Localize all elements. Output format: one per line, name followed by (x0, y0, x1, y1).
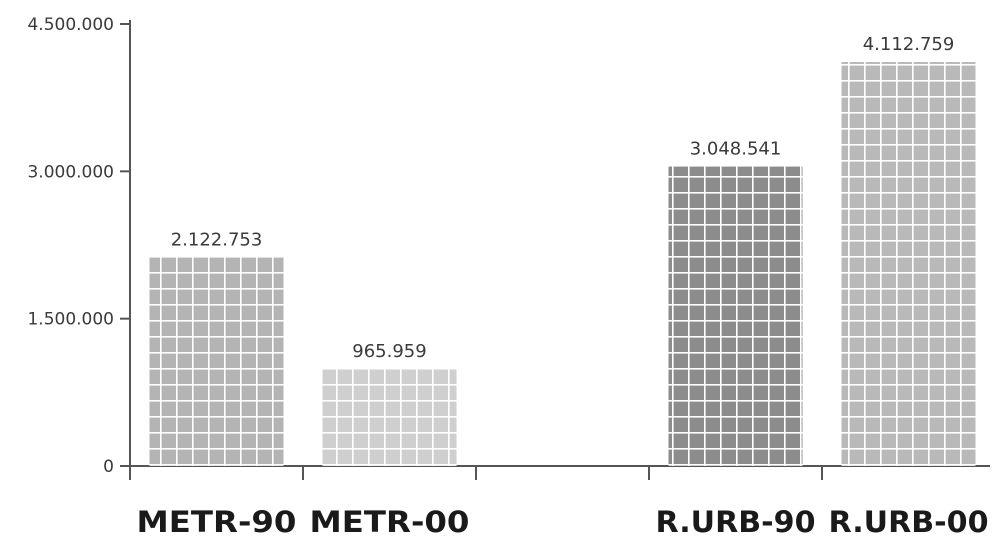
bar-data-label: 2.122.753 (171, 229, 263, 250)
y-tick-label: 0 (103, 457, 114, 477)
x-category-label: R.URB-90 (656, 505, 816, 535)
bars (149, 62, 976, 466)
y-tick-label: 1.500.000 (27, 310, 114, 330)
x-category-label: R.URB-00 (829, 505, 989, 535)
labels: 2.122.753 METR-90 965.959 METR-00 3.048.541 R… (137, 34, 989, 539)
bar-grid-overlay (149, 257, 284, 466)
bar-r-urb-90 (668, 166, 803, 466)
bar-data-label: 965.959 (352, 341, 426, 362)
y-tick-label: 3.000.000 (27, 162, 114, 182)
bar-grid-overlay (322, 369, 457, 466)
bar-metr-90 (149, 257, 284, 466)
bar-data-label: 3.048.541 (690, 139, 782, 160)
bar-data-label: 4.112.759 (863, 34, 955, 55)
bar-r-urb-00 (841, 62, 976, 466)
y-tick-label: 4.500.000 (27, 15, 114, 35)
x-category-label: METR-90 (137, 505, 297, 535)
bar-metr-00 (322, 369, 457, 466)
bar-grid-overlay (668, 166, 803, 466)
bar-grid-overlay (841, 62, 976, 466)
x-category-label: METR-00 (310, 505, 470, 535)
